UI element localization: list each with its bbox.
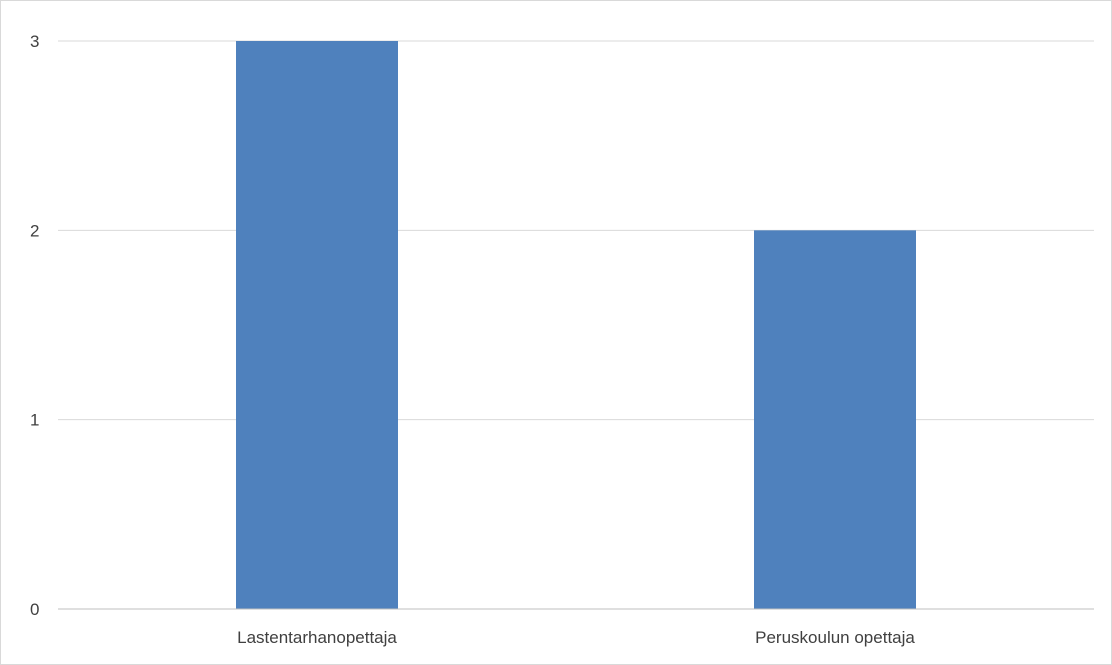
x-category-label-2: Peruskoulun opettaja bbox=[755, 628, 915, 647]
bar-2 bbox=[754, 230, 916, 610]
y-tick-label-0: 0 bbox=[30, 600, 39, 619]
gridlines bbox=[58, 40, 1094, 421]
bar-1 bbox=[236, 41, 398, 609]
y-tick-label-1: 1 bbox=[30, 411, 39, 430]
x-category-label-1: Lastentarhanopettaja bbox=[237, 628, 397, 647]
x-axis-category-labels: Lastentarhanopettaja Peruskoulun opettaja bbox=[237, 628, 915, 647]
y-tick-label-2: 2 bbox=[30, 221, 39, 240]
y-axis-tick-labels: 0 1 2 3 bbox=[30, 32, 39, 619]
bars bbox=[236, 41, 916, 610]
y-tick-label-3: 3 bbox=[30, 32, 39, 51]
